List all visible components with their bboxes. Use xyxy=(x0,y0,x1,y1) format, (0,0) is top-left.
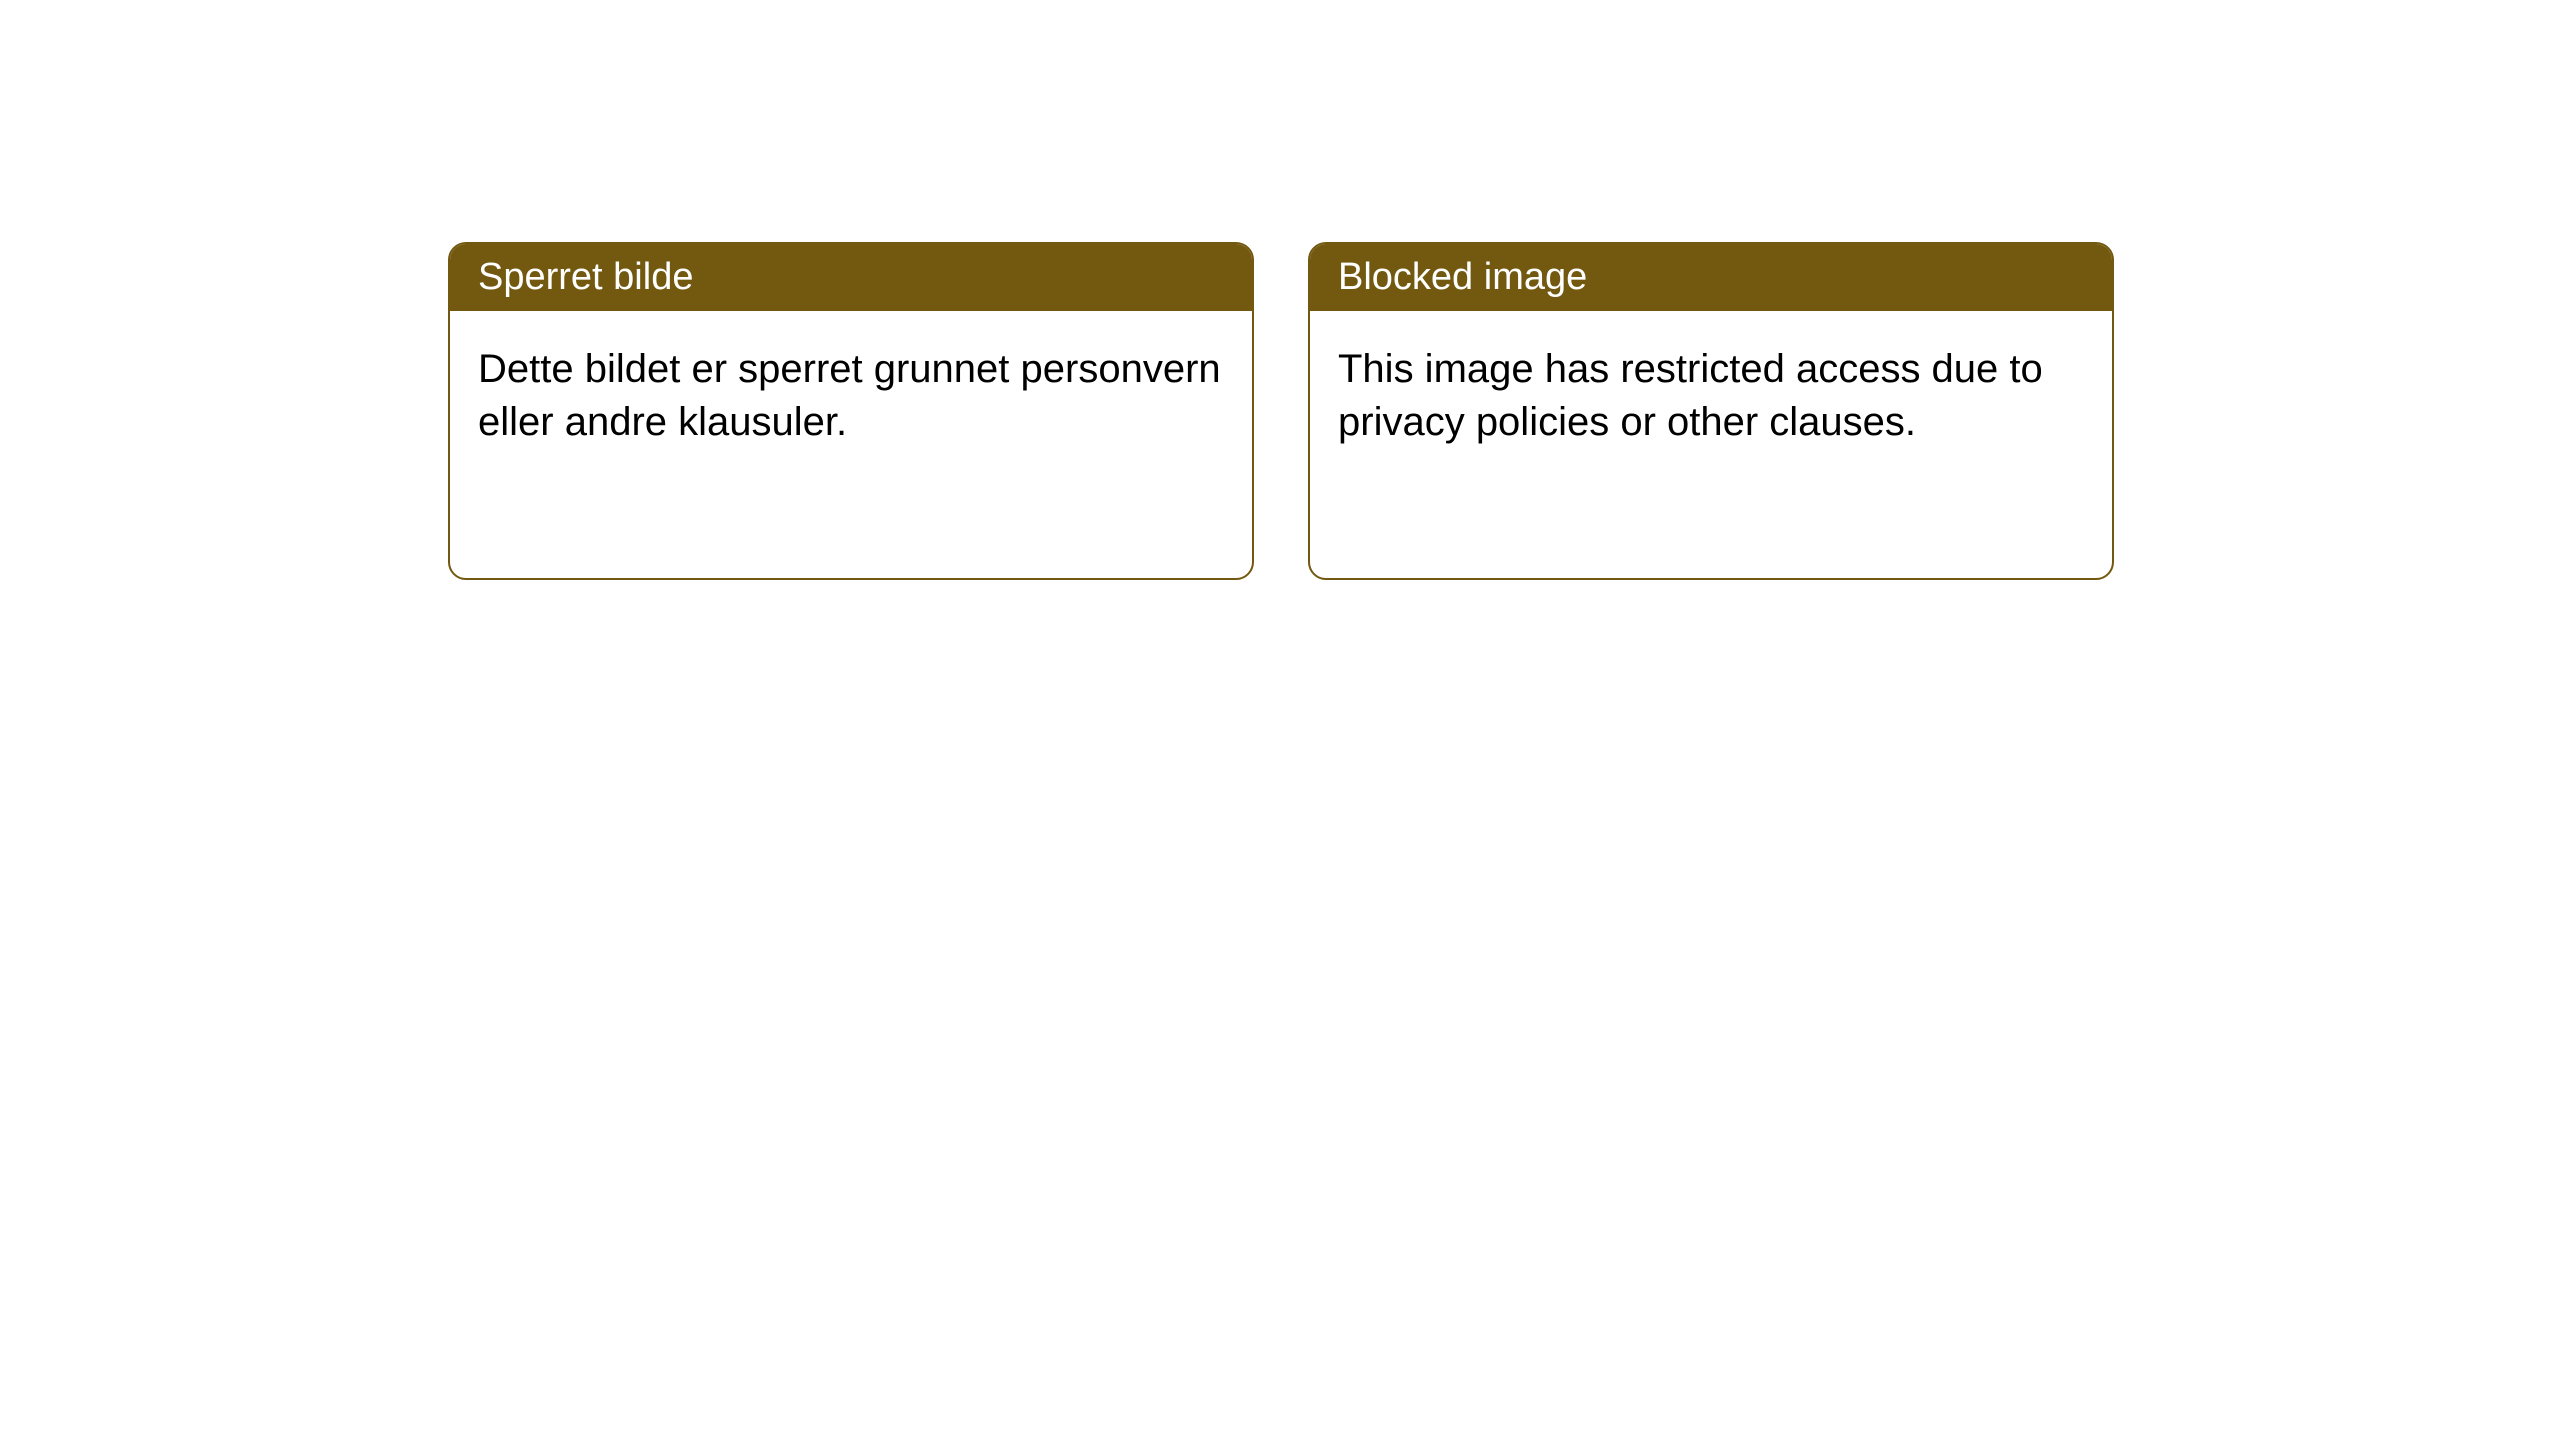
notice-card-text: This image has restricted access due to … xyxy=(1338,347,2043,444)
notice-card-title: Sperret bilde xyxy=(478,256,693,298)
notice-card-no: Sperret bilde Dette bildet er sperret gr… xyxy=(448,242,1254,580)
notice-card-body: Dette bildet er sperret grunnet personve… xyxy=(450,311,1252,580)
notice-card-header: Blocked image xyxy=(1310,244,2112,311)
notice-card-en: Blocked image This image has restricted … xyxy=(1308,242,2114,580)
notice-card-text: Dette bildet er sperret grunnet personve… xyxy=(478,347,1221,444)
notice-container: Sperret bilde Dette bildet er sperret gr… xyxy=(448,242,2114,580)
notice-card-body: This image has restricted access due to … xyxy=(1310,311,2112,580)
notice-card-title: Blocked image xyxy=(1338,256,1587,298)
notice-card-header: Sperret bilde xyxy=(450,244,1252,311)
